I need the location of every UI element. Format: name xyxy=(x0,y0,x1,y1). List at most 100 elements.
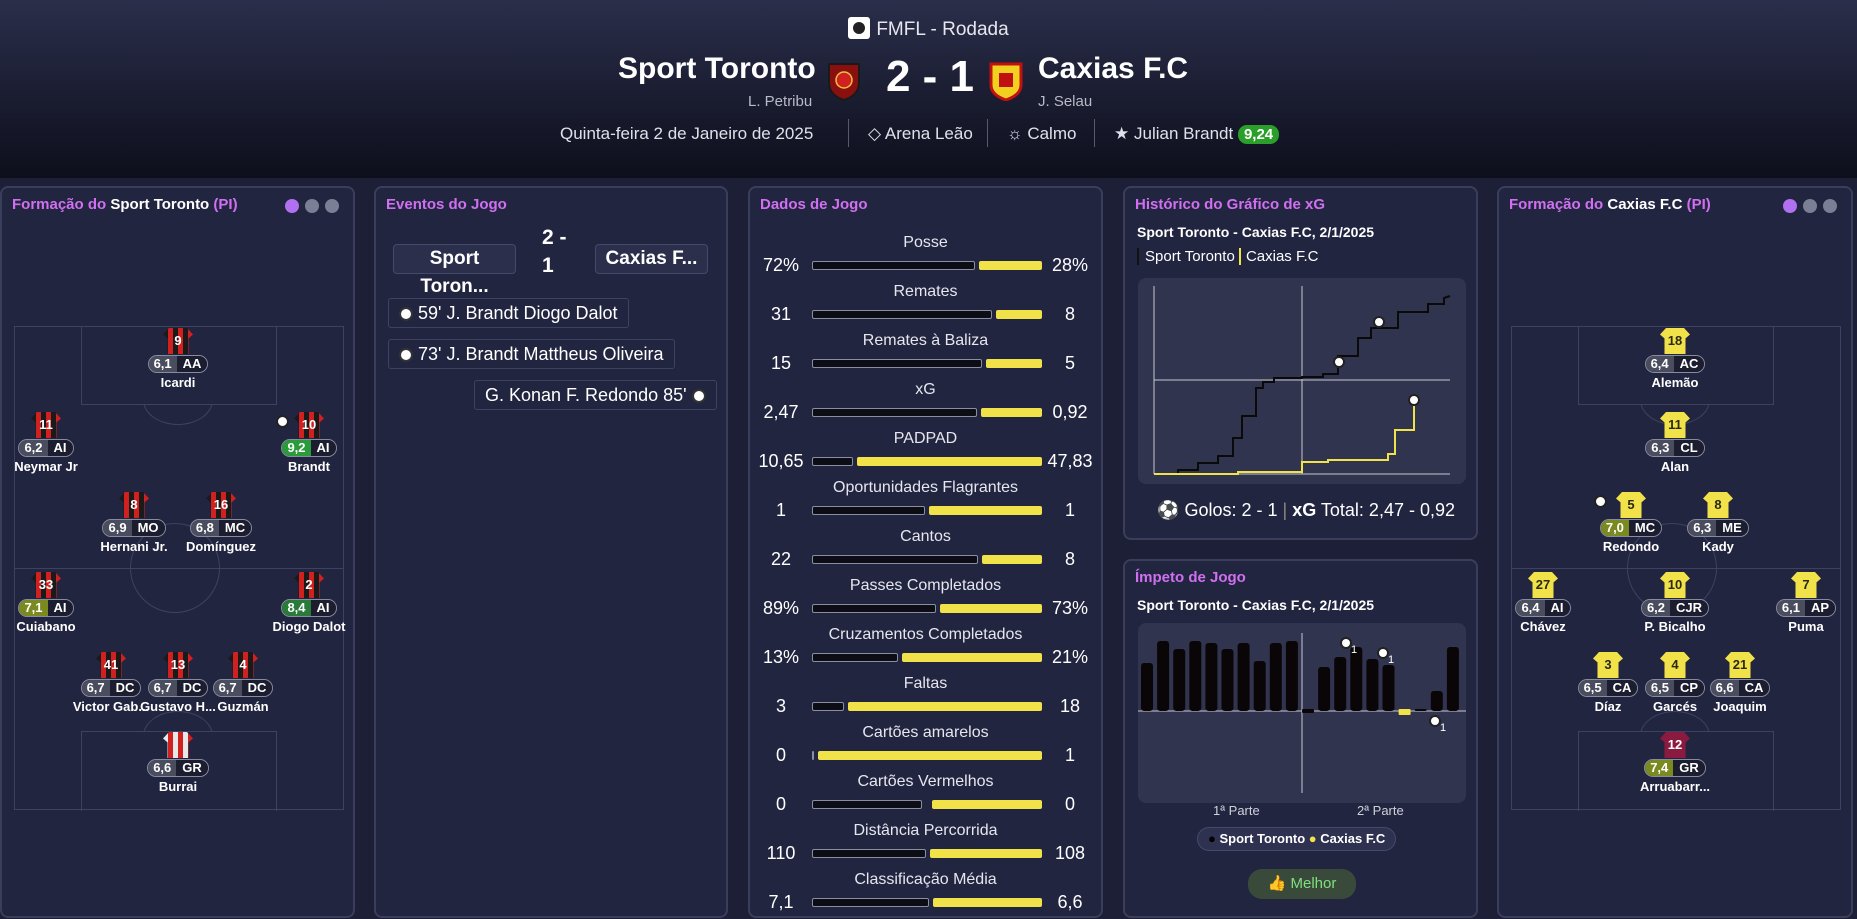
competition-icon xyxy=(848,17,871,39)
player-position: AI xyxy=(310,600,336,616)
stat-bar-away xyxy=(818,751,1042,760)
player-position: AI xyxy=(310,440,336,456)
weather-label: Calmo xyxy=(1027,124,1077,143)
player-name: Guzmán xyxy=(217,699,269,714)
feedback-button[interactable]: 👍 Melhor xyxy=(1248,869,1356,899)
stat-bar-home xyxy=(812,261,975,270)
stat-bar xyxy=(812,653,1042,662)
ball-icon xyxy=(399,307,413,321)
rating-badge: 6,9 MO xyxy=(102,519,166,537)
stat-away-value: 1 xyxy=(1064,745,1075,765)
page-dots[interactable] xyxy=(279,199,339,218)
player-rating: 6,2 xyxy=(1641,600,1671,616)
rating-badge: 6,8 MC xyxy=(189,519,253,537)
page-dot[interactable] xyxy=(1803,199,1817,213)
player-garc-s[interactable]: 4 6,5 CP Garcés xyxy=(1625,652,1725,714)
xg-chart-svg xyxy=(1153,286,1451,475)
shirt-icon: 18 xyxy=(1660,328,1690,354)
player-rating: 6,2 xyxy=(19,440,48,456)
event-goal[interactable]: 59' J. Brandt Diogo Dalot xyxy=(388,298,629,328)
page-dots[interactable] xyxy=(1777,199,1837,218)
player-rating: 6,7 xyxy=(213,680,242,696)
home-team-name[interactable]: Sport Toronto xyxy=(618,52,816,85)
player-puma[interactable]: 7 6,1 AP Puma xyxy=(1756,572,1856,634)
momentum-bar xyxy=(1205,643,1218,711)
stat-bar-away xyxy=(930,849,1042,858)
goal-count: 1 xyxy=(1388,654,1394,666)
stat-bar xyxy=(812,310,1042,319)
rating-badge: 6,2 CJR xyxy=(1640,599,1710,617)
player-name: Hernani Jr. xyxy=(100,539,168,554)
player-burrai[interactable]: 6,6 GR Burrai xyxy=(128,732,228,794)
player-rating: 6,3 xyxy=(1646,440,1675,456)
page-dot[interactable] xyxy=(1783,199,1797,213)
page-dot[interactable] xyxy=(1823,199,1837,213)
legend-away: Caxias F.C xyxy=(1238,248,1319,265)
stat-bar xyxy=(812,408,1042,417)
ball-icon: ⚽ xyxy=(1157,500,1180,520)
player-gustavo-h-[interactable]: 13 6,7 DC Gustavo H... xyxy=(128,652,228,714)
player-joaquim[interactable]: 21 6,6 CA Joaquim xyxy=(1690,652,1790,714)
stadium[interactable]: ◇ Arena Leão xyxy=(868,124,973,144)
stat-bar-away xyxy=(933,898,1042,907)
shirt-icon xyxy=(163,732,193,758)
player-dom-nguez[interactable]: 16 6,8 MC Domínguez xyxy=(171,492,271,554)
motm-rating-badge: 9,24 xyxy=(1237,125,1280,144)
player-neymar-jr[interactable]: 11 6,2 AI Neymar Jr xyxy=(0,412,96,474)
player-guzm-n[interactable]: 4 6,7 DC Guzmán xyxy=(193,652,293,714)
player-position: GR xyxy=(1673,760,1705,776)
player-rating: 6,6 xyxy=(148,760,177,776)
player-alem-o[interactable]: 18 6,4 AC Alemão xyxy=(1625,328,1725,390)
goal-count: 1 xyxy=(1351,644,1357,656)
events-away-team[interactable]: Caxias F... xyxy=(595,244,708,274)
stat-bar-home xyxy=(812,702,845,711)
events-score: 2 -1 xyxy=(542,226,567,277)
stat-bar-away xyxy=(980,408,1042,417)
player-name: Puma xyxy=(1788,619,1824,634)
player-icardi[interactable]: 9 6,1 AA Icardi xyxy=(128,328,228,390)
player-redondo[interactable]: 5 7,0 MC Redondo xyxy=(1581,492,1681,554)
player-rating: 6,4 xyxy=(1645,356,1674,372)
momentum-bar xyxy=(1157,641,1170,711)
away-manager[interactable]: J. Selau xyxy=(1038,93,1093,110)
event-goal[interactable]: G. Konan F. Redondo 85' xyxy=(474,380,717,410)
player-hernani-jr-[interactable]: 8 6,9 MO Hernani Jr. xyxy=(84,492,184,554)
stat-home-value: 110 xyxy=(766,843,796,863)
xg-label: xG xyxy=(1292,500,1317,520)
player-brandt[interactable]: 10 9,2 AI Brandt xyxy=(259,412,359,474)
player-p-bicalho[interactable]: 10 6,2 CJR P. Bicalho xyxy=(1625,572,1725,634)
event-goal[interactable]: 73' J. Brandt Mattheus Oliveira xyxy=(388,339,675,369)
player-alan[interactable]: 11 6,3 CL Alan xyxy=(1625,412,1725,474)
rating-badge: 6,2 AI xyxy=(18,439,74,457)
player-ch-vez[interactable]: 27 6,4 AI Chávez xyxy=(1493,572,1593,634)
away-team-name[interactable]: Caxias F.C xyxy=(1038,52,1189,85)
rating-badge: 6,7 DC xyxy=(212,679,274,697)
player-arruabarr-[interactable]: 12 7,4 GR Arruabarr... xyxy=(1625,732,1725,794)
player-position: AI xyxy=(47,440,73,456)
player-position: DC xyxy=(176,680,208,696)
player-cuiabano[interactable]: 33 7,1 AI Cuiabano xyxy=(0,572,96,634)
momentum-bar xyxy=(1366,659,1379,711)
stat-away-value: 0,92 xyxy=(1052,402,1088,422)
goal-count: 1 xyxy=(1440,722,1446,734)
home-manager[interactable]: L. Petribu xyxy=(748,93,813,110)
events-home-team[interactable]: Sport Toron... xyxy=(393,244,516,297)
page-dot[interactable] xyxy=(325,199,339,213)
page-dot[interactable] xyxy=(305,199,319,213)
stat-home-value: 72% xyxy=(762,255,800,275)
shirt-icon: 3 xyxy=(1593,652,1623,678)
stat-bar-home xyxy=(812,555,978,564)
xg-chart[interactable] xyxy=(1138,278,1466,484)
player-rating: 6,6 xyxy=(1710,680,1739,696)
momentum-chart[interactable]: 1 1 1 xyxy=(1138,623,1466,803)
stat-away-value: 8 xyxy=(1064,549,1075,569)
player-diogo-dalot[interactable]: 2 8,4 AI Diogo Dalot xyxy=(259,572,359,634)
page-dot[interactable] xyxy=(285,199,299,213)
man-of-the-match[interactable]: ★ Julian Brandt 9,24 xyxy=(1114,124,1280,144)
ball-icon xyxy=(691,389,706,403)
player-position: DC xyxy=(109,680,141,696)
player-victor-gab-[interactable]: 41 6,7 DC Victor Gab... xyxy=(61,652,161,714)
player-d-az[interactable]: 3 6,5 CA Díaz xyxy=(1558,652,1658,714)
stat-away-value: 0 xyxy=(1064,794,1075,814)
player-kady[interactable]: 8 6,3 ME Kady xyxy=(1668,492,1768,554)
